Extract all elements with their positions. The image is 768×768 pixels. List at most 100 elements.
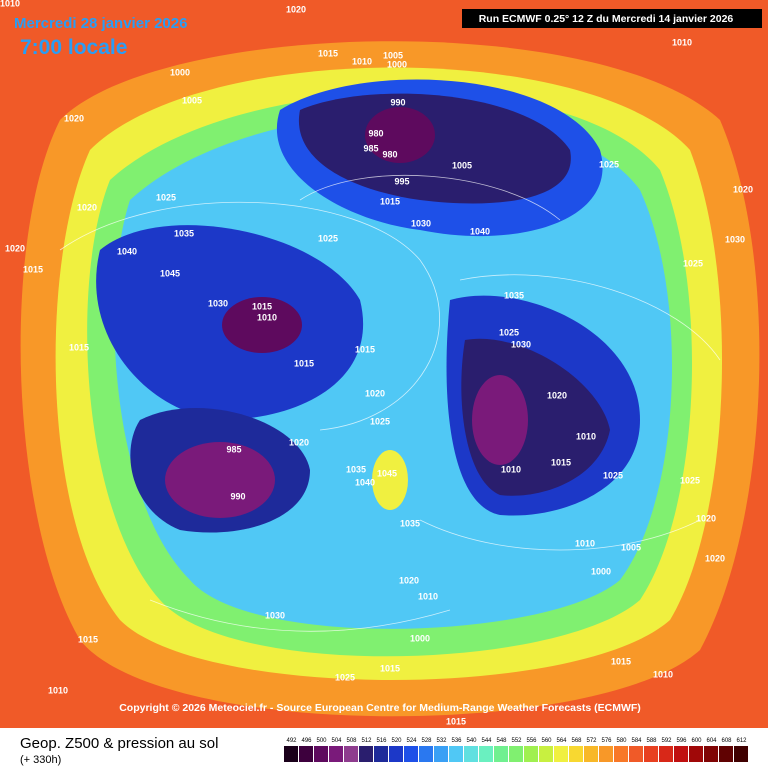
colorbar-swatch [539,746,553,762]
pressure-label: 1015 [78,634,98,644]
pressure-label: 1015 [551,457,571,467]
field-purple-sw [165,442,275,518]
colorbar-swatch [734,746,748,762]
pressure-label: 1035 [504,290,524,300]
pressure-label: 1045 [377,468,397,478]
pressure-label: 1015 [252,301,272,311]
pressure-label: 1005 [383,50,403,60]
pressure-label: 1025 [599,159,619,169]
pressure-label: 1025 [603,470,623,480]
colorbar-swatch [329,746,343,762]
pressure-label: 1030 [411,218,431,228]
pressure-label: 1010 [257,312,277,322]
colorbar-label: 588 [646,738,657,744]
colorbar-label: 504 [331,738,342,744]
pressure-label: 1010 [0,0,20,8]
pressure-label: 1030 [511,339,531,349]
pressure-label: 1025 [335,672,355,682]
field-purple-west [222,297,302,353]
pressure-label: 1015 [23,264,43,274]
colorbar-swatch [659,746,673,762]
pressure-label: 1025 [683,258,703,268]
legend-lead: (+ 330h) [20,754,61,766]
colorbar-label: 608 [721,738,732,744]
isobar [59,201,440,431]
colorbar-label: 612 [736,738,747,744]
pressure-label: 985 [363,143,378,153]
colorbar-swatch [314,746,328,762]
isobar [299,175,561,221]
run-info: Run ECMWF 0.25° 12 Z du Mercredi 14 janv… [479,13,734,25]
colorbar-swatch [554,746,568,762]
colorbar-label: 516 [376,738,387,744]
pressure-label: 1010 [672,37,692,47]
map [0,0,768,728]
pressure-label: 1010 [352,56,372,66]
colorbar-label: 520 [391,738,402,744]
colorbar-label: 580 [616,738,627,744]
colorbar-label: 564 [556,738,567,744]
pressure-label: 1010 [501,464,521,474]
pressure-label: 990 [230,491,245,501]
pressure-label: 980 [368,128,383,138]
pressure-label: 1020 [365,388,385,398]
pressure-label: 1010 [418,591,438,601]
field-yellow-center [372,450,408,510]
forecast-date: Mercredi 28 janvier 2026 [14,15,187,32]
pressure-label: 1015 [446,716,466,726]
colorbar-label: 556 [526,738,537,744]
pressure-label: 990 [390,97,405,107]
colorbar: 492 496 500 504 508 512 516 520 524 528 532 536 540 5… [284,738,748,762]
colorbar-label: 544 [481,738,492,744]
legend-title: Geop. Z500 & pression au sol [20,735,218,752]
pressure-label: 1025 [156,192,176,202]
pressure-label: 1015 [355,344,375,354]
colorbar-label: 596 [676,738,687,744]
colorbar-label: 552 [511,738,522,744]
colorbar-swatch [344,746,358,762]
pressure-label: 1000 [387,59,407,69]
pressure-label: 1000 [170,67,190,77]
colorbar-swatch [479,746,493,762]
colorbar-label: 540 [466,738,477,744]
pressure-label: 1015 [380,196,400,206]
colorbar-label: 572 [586,738,597,744]
pressure-label: 1015 [611,656,631,666]
forecast-time: 7:00 locale [20,36,127,59]
pressure-label: 1015 [294,358,314,368]
pressure-label: 1040 [117,246,137,256]
field-purple-east [472,375,528,465]
pressure-label: 1005 [621,542,641,552]
colorbar-label: 508 [346,738,357,744]
pressure-label: 1000 [410,633,430,643]
pressure-label: 1020 [77,202,97,212]
run-box [462,9,762,28]
pressure-label: 1025 [680,475,700,485]
pressure-label: 1020 [5,243,25,253]
pressure-label: 1020 [399,575,419,585]
pressure-label: 1020 [64,113,84,123]
colorbar-label: 576 [601,738,612,744]
colorbar-swatch [434,746,448,762]
pressure-label: 1035 [174,228,194,238]
pressure-label: 1040 [355,477,375,487]
pressure-label: 1020 [289,437,309,447]
colorbar-label: 500 [316,738,327,744]
pressure-label: 1025 [370,416,390,426]
colorbar-label: 528 [421,738,432,744]
pressure-label: 1025 [318,233,338,243]
colorbar-label: 600 [691,738,702,744]
colorbar-swatch [419,746,433,762]
colorbar-swatch [449,746,463,762]
pressure-label: 1025 [499,327,519,337]
pressure-label: 1010 [653,669,673,679]
colorbar-swatch [599,746,613,762]
field-darkblue-north [298,93,571,204]
colorbar-swatch [689,746,703,762]
colorbar-swatch [494,746,508,762]
colorbar-label: 512 [361,738,372,744]
pressure-label: 1020 [696,513,716,523]
colorbar-swatch [644,746,658,762]
colorbar-swatch [374,746,388,762]
